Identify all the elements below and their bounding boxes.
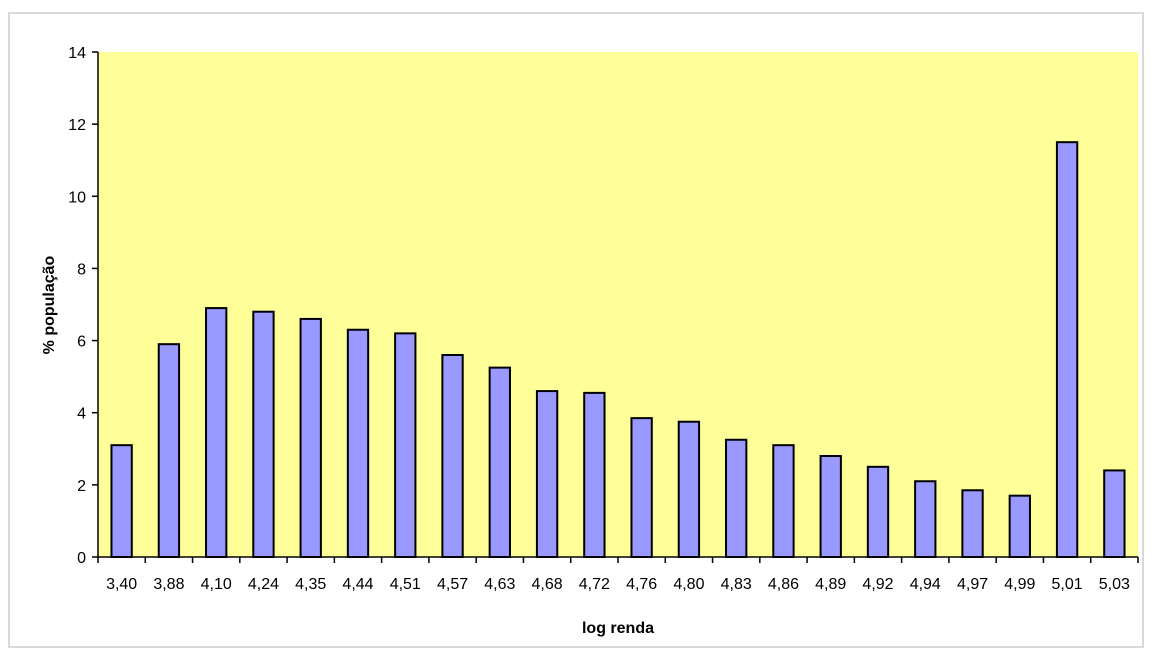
y-tick-label: 14: [68, 45, 86, 62]
y-axis: 0 2 4 6 8 10 12 14: [68, 45, 99, 567]
y-tick-label: 8: [77, 261, 86, 278]
bar: [1055, 141, 1079, 559]
bar: [110, 444, 133, 558]
bar: [157, 343, 181, 558]
y-tick-label: 0: [77, 550, 86, 567]
x-axis-title: log renda: [582, 620, 654, 637]
bar: [677, 420, 701, 558]
bar: [488, 366, 511, 558]
bars-group: [110, 141, 1126, 559]
x-tick-label: 5,03: [1099, 576, 1130, 593]
bar: [772, 444, 795, 558]
x-tick-label: 3,88: [153, 576, 184, 593]
x-axis: 3,40 3,88 4,10 4,24 4,35 4,44 4,51 4,57 4,63 4,68…: [97, 556, 1139, 593]
bar: [583, 391, 606, 558]
x-tick-label: 4,76: [626, 576, 657, 593]
x-tick-label: 3,40: [106, 576, 137, 593]
x-tick-label: 4,63: [484, 576, 515, 593]
y-tick-label: 12: [68, 117, 86, 134]
x-tick-label: 4,92: [862, 576, 893, 593]
bar: [535, 390, 559, 559]
bar: [961, 489, 984, 558]
y-tick-label: 4: [77, 406, 86, 423]
y-axis-title: % população: [41, 255, 58, 354]
bar: [819, 455, 842, 558]
y-tick-label: 10: [68, 189, 86, 206]
bar: [866, 465, 890, 559]
bar: [630, 417, 653, 558]
x-tick-label: 4,94: [910, 576, 941, 593]
y-tick-label: 6: [77, 334, 86, 351]
bar: [914, 480, 937, 558]
bar: [299, 317, 322, 558]
x-tick-label: 4,44: [342, 576, 373, 593]
bar: [1008, 494, 1031, 558]
bar: [394, 332, 417, 558]
bar: [252, 310, 275, 559]
y-tick-label: 2: [77, 478, 86, 495]
bar: [205, 307, 228, 558]
x-tick-label: 5,01: [1052, 576, 1083, 593]
x-tick-label: 4,83: [721, 576, 752, 593]
x-tick-label: 4,51: [390, 576, 421, 593]
x-tick-label: 4,80: [673, 576, 704, 593]
x-tick-label: 4,97: [957, 576, 988, 593]
x-tick-label: 4,57: [437, 576, 468, 593]
bar: [441, 354, 464, 558]
x-tick-label: 4,24: [248, 576, 279, 593]
x-tick-label: 4,10: [201, 576, 232, 593]
x-tick-label: 4,35: [295, 576, 326, 593]
x-tick-label: 4,86: [768, 576, 799, 593]
bar: [1103, 469, 1126, 558]
x-tick-label: 4,72: [579, 576, 610, 593]
x-tick-label: 4,89: [815, 576, 846, 593]
bar: [725, 438, 748, 558]
x-tick-label: 4,68: [532, 576, 563, 593]
x-tick-label: 4,99: [1004, 576, 1035, 593]
bar: [346, 328, 370, 558]
